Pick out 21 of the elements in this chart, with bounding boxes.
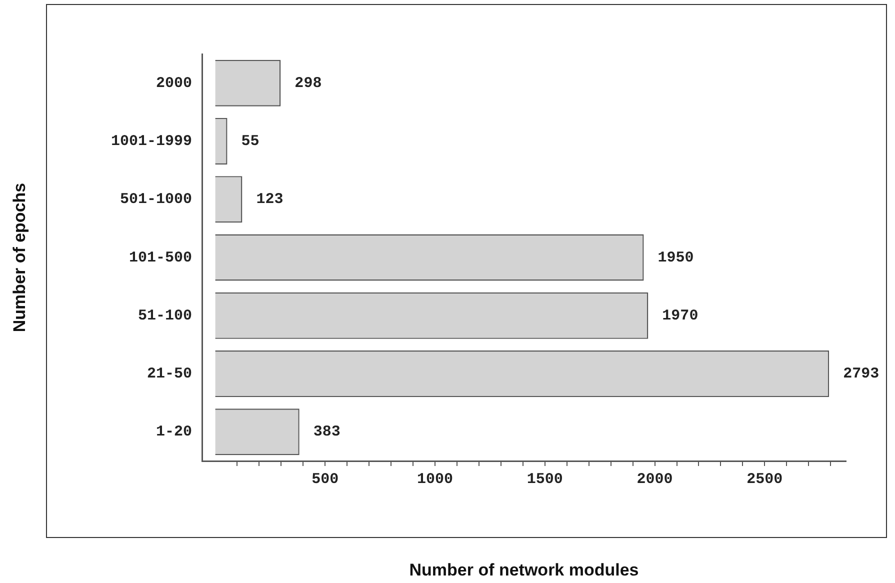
- y-tick-label: 51-100: [138, 307, 192, 324]
- data-label: 123: [256, 191, 284, 208]
- data-label: 55: [241, 132, 260, 150]
- y-tick-label: 1-20: [156, 424, 192, 441]
- data-label: 1950: [658, 249, 694, 266]
- data-label: 2793: [843, 366, 880, 383]
- y-tick-label: 101-500: [128, 249, 192, 266]
- x-tick-label: 2500: [746, 470, 783, 488]
- x-axis-title: Number of network modules: [409, 560, 639, 580]
- y-tick-label: 1001-1999: [110, 132, 192, 150]
- y-tick-label: 501-1000: [120, 191, 192, 208]
- x-tick-label: 2000: [636, 470, 673, 488]
- data-label: 1970: [662, 307, 698, 324]
- y-tick-label: 21-50: [146, 366, 192, 383]
- y-tick-label: 2000: [156, 74, 192, 92]
- x-tick-label: 500: [312, 470, 339, 488]
- data-label: 298: [294, 74, 322, 92]
- data-label: 383: [313, 424, 340, 441]
- x-tick-label: 1000: [416, 470, 453, 488]
- y-axis-title: Number of epochs: [10, 182, 29, 332]
- x-tick-label: 1500: [526, 470, 563, 488]
